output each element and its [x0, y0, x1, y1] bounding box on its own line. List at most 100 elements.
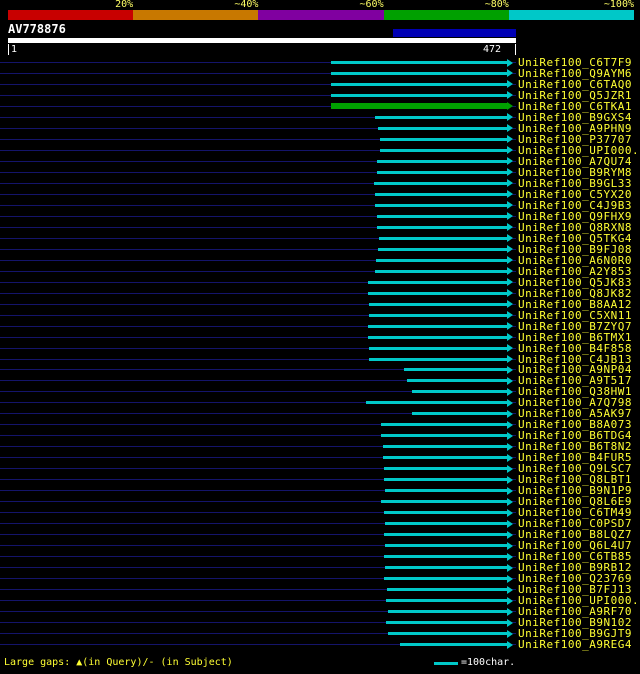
subject-label[interactable]: UniRef100_Q8L6E9 [518, 495, 632, 509]
alignment-bar[interactable] [412, 412, 507, 416]
subject-label[interactable]: UniRef100_B7ZYQ7 [518, 319, 632, 333]
subject-label[interactable]: UniRef100_Q5JK83 [518, 275, 632, 289]
subject-label[interactable]: UniRef100_B9RYM8 [518, 165, 632, 179]
alignment-bar[interactable] [378, 126, 507, 130]
subject-label[interactable]: UniRef100_B9GL33 [518, 176, 632, 190]
alignment-bar[interactable] [383, 478, 507, 482]
subject-label[interactable]: UniRef100_B7FJ13 [518, 583, 632, 597]
alignment-bar[interactable] [375, 192, 507, 196]
alignment-bar[interactable] [375, 115, 507, 119]
alignment-bar[interactable] [368, 302, 507, 306]
alignment-bar[interactable] [386, 588, 507, 592]
alignment-bar[interactable] [381, 500, 507, 504]
alignment-bar[interactable] [377, 159, 507, 163]
alignment-bar[interactable] [381, 434, 507, 438]
subject-label[interactable]: UniRef100_C0PSD7 [518, 517, 632, 531]
alignment-bar[interactable] [382, 456, 507, 460]
subject-label[interactable]: UniRef100_B4F858 [518, 341, 632, 355]
subject-label[interactable]: UniRef100_C5XN11 [518, 308, 632, 322]
subject-label[interactable]: UniRef100_B8A073 [518, 418, 632, 432]
subject-label[interactable]: UniRef100_B6TMX1 [518, 330, 632, 344]
subject-label[interactable]: UniRef100_B8AA12 [518, 297, 632, 311]
alignment-bar[interactable] [375, 203, 507, 207]
subject-label[interactable]: UniRef100_Q5TKG4 [518, 231, 632, 245]
alignment-bar[interactable] [383, 533, 507, 537]
subject-label[interactable]: UniRef100_A7Q798 [518, 396, 632, 410]
subject-label[interactable]: UniRef100_Q38HW1 [518, 385, 632, 399]
alignment-bar[interactable] [387, 610, 507, 614]
alignment-bar[interactable] [331, 71, 507, 75]
alignment-bar[interactable] [367, 324, 507, 328]
alignment-bar[interactable] [385, 599, 507, 603]
alignment-bar[interactable] [383, 511, 507, 515]
alignment-bar[interactable] [368, 346, 507, 350]
subject-label[interactable]: UniRef100_A5AK97 [518, 407, 632, 421]
alignment-bar[interactable] [331, 61, 507, 64]
subject-label[interactable]: UniRef100_A9RF70 [518, 605, 632, 619]
alignment-bar[interactable] [331, 82, 507, 86]
subject-label[interactable]: UniRef100_B9GJT9 [518, 627, 632, 641]
alignment-bar[interactable] [367, 291, 507, 295]
subject-label[interactable]: UniRef100_A9T517 [518, 374, 632, 388]
subject-label[interactable]: UniRef100_C5YX20 [518, 187, 632, 201]
alignment-bar[interactable] [376, 258, 507, 262]
subject-label[interactable]: UniRef100_Q6L4U7 [518, 539, 632, 553]
subject-label[interactable]: UniRef100_UPI000... [518, 143, 640, 157]
alignment-bar[interactable] [384, 566, 507, 570]
subject-label[interactable]: UniRef100_C6T7F9 [518, 56, 632, 69]
subject-label[interactable]: UniRef100_Q5JZR1 [518, 88, 632, 102]
subject-label[interactable]: UniRef100_A9REG4 [518, 638, 632, 652]
alignment-bar[interactable] [379, 236, 507, 240]
alignment-bar[interactable] [375, 269, 507, 273]
alignment-bar[interactable] [380, 137, 507, 141]
alignment-bar[interactable] [373, 181, 507, 185]
alignment-bar[interactable] [382, 445, 507, 449]
alignment-bar[interactable] [383, 467, 507, 471]
subject-label[interactable]: UniRef100_A9NP04 [518, 363, 632, 377]
subject-label[interactable]: UniRef100_C6TB85 [518, 550, 632, 564]
alignment-bar[interactable] [367, 280, 507, 284]
alignment-bar[interactable] [384, 489, 507, 493]
alignment-bar[interactable] [368, 357, 507, 361]
alignment-bar[interactable] [412, 390, 507, 394]
subject-label[interactable]: UniRef100_B9N1P9 [518, 484, 632, 498]
alignment-bar[interactable] [367, 335, 507, 339]
subject-label[interactable]: UniRef100_Q8LBT1 [518, 473, 632, 487]
subject-label[interactable]: UniRef100_A7QU74 [518, 154, 632, 168]
subject-label[interactable]: UniRef100_C6TKA1 [518, 99, 632, 113]
subject-label[interactable]: UniRef100_C6TM49 [518, 506, 632, 520]
subject-label[interactable]: UniRef100_C4J9B3 [518, 198, 632, 212]
alignment-bar[interactable] [399, 643, 507, 647]
subject-label[interactable]: UniRef100_P37707 [518, 132, 632, 146]
subject-label[interactable]: UniRef100_B6T8N2 [518, 440, 632, 454]
alignment-bar[interactable] [368, 313, 507, 317]
subject-label[interactable]: UniRef100_B9N102 [518, 616, 632, 630]
subject-label[interactable]: UniRef100_UPI000... [518, 594, 640, 608]
subject-label[interactable]: UniRef100_Q23769 [518, 572, 632, 586]
subject-label[interactable]: UniRef100_B4FUR5 [518, 451, 632, 465]
subject-label[interactable]: UniRef100_B9RB12 [518, 561, 632, 575]
alignment-bar[interactable] [377, 214, 507, 218]
subject-label[interactable]: UniRef100_Q8JK82 [518, 286, 632, 300]
alignment-bar[interactable] [387, 632, 507, 636]
alignment-bar[interactable] [377, 170, 507, 174]
alignment-bar[interactable] [380, 148, 507, 152]
alignment-bar[interactable] [383, 555, 507, 559]
alignment-bar[interactable] [366, 401, 507, 405]
alignment-bar[interactable] [381, 423, 507, 427]
subject-label[interactable]: UniRef100_Q9AYM6 [518, 66, 632, 80]
alignment-bar[interactable] [385, 621, 507, 625]
subject-label[interactable]: UniRef100_B8LQZ7 [518, 528, 632, 542]
subject-label[interactable]: UniRef100_A9PHN9 [518, 121, 632, 135]
alignment-bar[interactable] [331, 93, 507, 97]
alignment-bar[interactable] [383, 577, 507, 581]
alignment-bar[interactable] [378, 247, 507, 251]
subject-label[interactable]: UniRef100_C6TAQ0 [518, 77, 632, 91]
alignment-bar[interactable] [384, 522, 507, 526]
alignment-bar[interactable] [384, 544, 507, 548]
subject-label[interactable]: UniRef100_Q9FHX9 [518, 209, 632, 223]
subject-label[interactable]: UniRef100_A2Y853 [518, 264, 632, 278]
subject-label[interactable]: UniRef100_B9FJ08 [518, 242, 632, 256]
subject-label[interactable]: UniRef100_B6TDG4 [518, 429, 632, 443]
alignment-bar[interactable] [331, 103, 507, 110]
